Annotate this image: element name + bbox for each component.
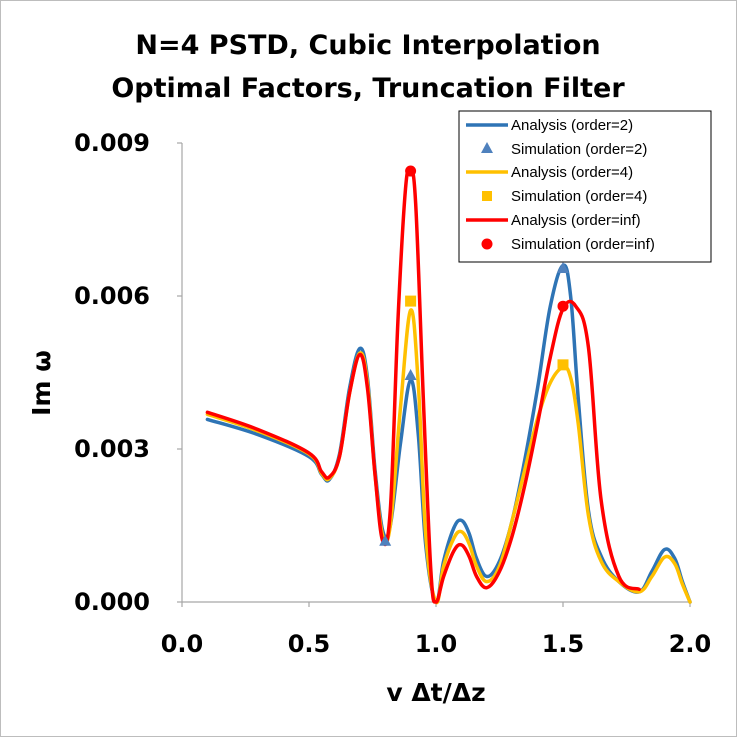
x-ticks: 0.0 0.5 1.0 1.5 2.0 (161, 630, 712, 658)
marker-triangle (404, 369, 417, 381)
marker-triangle (379, 534, 392, 546)
legend-swatch-triangle (481, 142, 493, 153)
legend-swatch-circle (481, 238, 493, 250)
x-tick-label: 2.0 (669, 630, 712, 658)
legend-entry: Simulation (order=inf) (481, 236, 655, 253)
marker-circle (405, 165, 417, 177)
series-line-analysis-order-inf (205, 166, 641, 604)
x-axis-label: v Δt/Δz (386, 678, 485, 707)
title-line-2: Optimal Factors, Truncation Filter (111, 73, 625, 104)
title-line-1: N=4 PSTD, Cubic Interpolation (135, 30, 600, 61)
y-tick-label: 0.000 (74, 588, 150, 616)
chart-title: N=4 PSTD, Cubic Interpolation Optimal Fa… (111, 30, 625, 104)
y-axis-label: Im ω (27, 350, 56, 416)
legend-label: Analysis (order=inf) (511, 212, 641, 229)
marker-triangle (557, 261, 569, 273)
x-tick-label: 1.0 (415, 630, 458, 658)
y-ticks: 0.000 0.003 0.006 0.009 (74, 129, 150, 616)
legend-label: Analysis (order=2) (511, 117, 633, 134)
legend-entry: Analysis (order=4) (466, 164, 633, 181)
series-line-analysis-order-2 (205, 263, 692, 604)
y-tick-label: 0.009 (74, 129, 150, 157)
legend-label: Simulation (order=4) (511, 188, 647, 205)
legend-entry: Analysis (order=inf) (466, 212, 641, 229)
legend-entry: Simulation (order=4) (482, 188, 647, 205)
y-tick-label: 0.006 (74, 282, 150, 310)
legend-label: Simulation (order=2) (511, 141, 647, 158)
legend-box (458, 110, 712, 263)
marker-circle (557, 300, 569, 312)
legend-entry: Analysis (order=2) (466, 117, 633, 134)
legend-entry: Simulation (order=2) (481, 141, 647, 158)
legend-label: Analysis (order=4) (511, 164, 633, 181)
marker-square (405, 295, 417, 307)
marker-square (557, 359, 569, 371)
y-tick-label: 0.003 (74, 435, 150, 463)
x-tick-label: 0.5 (288, 630, 331, 658)
legend-swatch-square (482, 191, 492, 201)
plot-area (205, 165, 692, 605)
legend-label: Simulation (order=inf) (511, 236, 655, 253)
x-tick-label: 0.0 (161, 630, 204, 658)
x-tick-label: 1.5 (542, 630, 585, 658)
legend: Analysis (order=2) Simulation (order=2) … (458, 110, 712, 263)
